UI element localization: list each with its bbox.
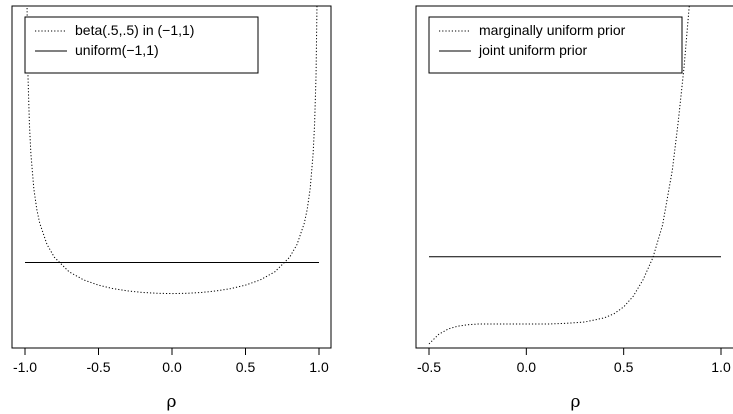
x-tick-label: 0.0 bbox=[517, 359, 537, 375]
series-group bbox=[25, 6, 319, 295]
x-tick-label: 1.0 bbox=[309, 359, 329, 375]
x-axis-label: ρ bbox=[571, 392, 581, 412]
legend-entry-label: marginally uniform prior bbox=[479, 22, 626, 38]
legend-entry-label: joint uniform prior bbox=[478, 42, 587, 58]
x-tick-label: -1.0 bbox=[13, 359, 37, 375]
legend-entry-label: uniform(−1,1) bbox=[75, 42, 159, 58]
legend: beta(.5,.5) in (−1,1) uniform(−1,1) bbox=[24, 16, 259, 74]
x-tick-label: 0.0 bbox=[162, 359, 182, 375]
x-tick-label: -0.5 bbox=[417, 359, 441, 375]
legend: marginally uniform prior joint uniform pr… bbox=[428, 16, 683, 74]
x-axis-label: ρ bbox=[167, 392, 177, 412]
dotted-series-line bbox=[428, 6, 690, 345]
dotted-series-line bbox=[26, 6, 318, 295]
right-panel: -0.5 0.0 0.5 1.0 ρ marginally uniform prior jo… bbox=[415, 5, 733, 412]
legend-entry-label: beta(.5,.5) in (−1,1) bbox=[75, 22, 194, 38]
x-tick-label: 0.5 bbox=[614, 359, 634, 375]
series-group bbox=[428, 6, 721, 345]
x-tick-label: 1.0 bbox=[711, 359, 731, 375]
left-panel: -1.0 -0.5 0.0 0.5 1.0 ρ beta(.5,.5) in (−1,1) u… bbox=[11, 5, 332, 412]
legend-box bbox=[428, 16, 683, 74]
x-tick-label: -0.5 bbox=[86, 359, 110, 375]
legend-box bbox=[24, 16, 259, 74]
plot-frame bbox=[415, 5, 733, 349]
x-tick-label: 0.5 bbox=[236, 359, 256, 375]
